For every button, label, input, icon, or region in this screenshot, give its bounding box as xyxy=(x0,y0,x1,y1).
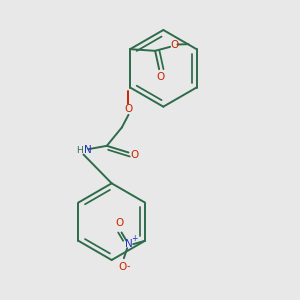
Text: N: N xyxy=(125,239,132,249)
Text: -: - xyxy=(127,261,130,271)
Text: O: O xyxy=(116,218,124,228)
Text: O: O xyxy=(156,71,165,82)
Text: O: O xyxy=(170,40,178,50)
Text: H: H xyxy=(76,146,83,155)
Text: +: + xyxy=(131,234,137,243)
Text: O: O xyxy=(124,104,133,114)
Text: O: O xyxy=(130,149,139,160)
Text: O: O xyxy=(118,262,127,272)
Text: N: N xyxy=(84,145,92,155)
